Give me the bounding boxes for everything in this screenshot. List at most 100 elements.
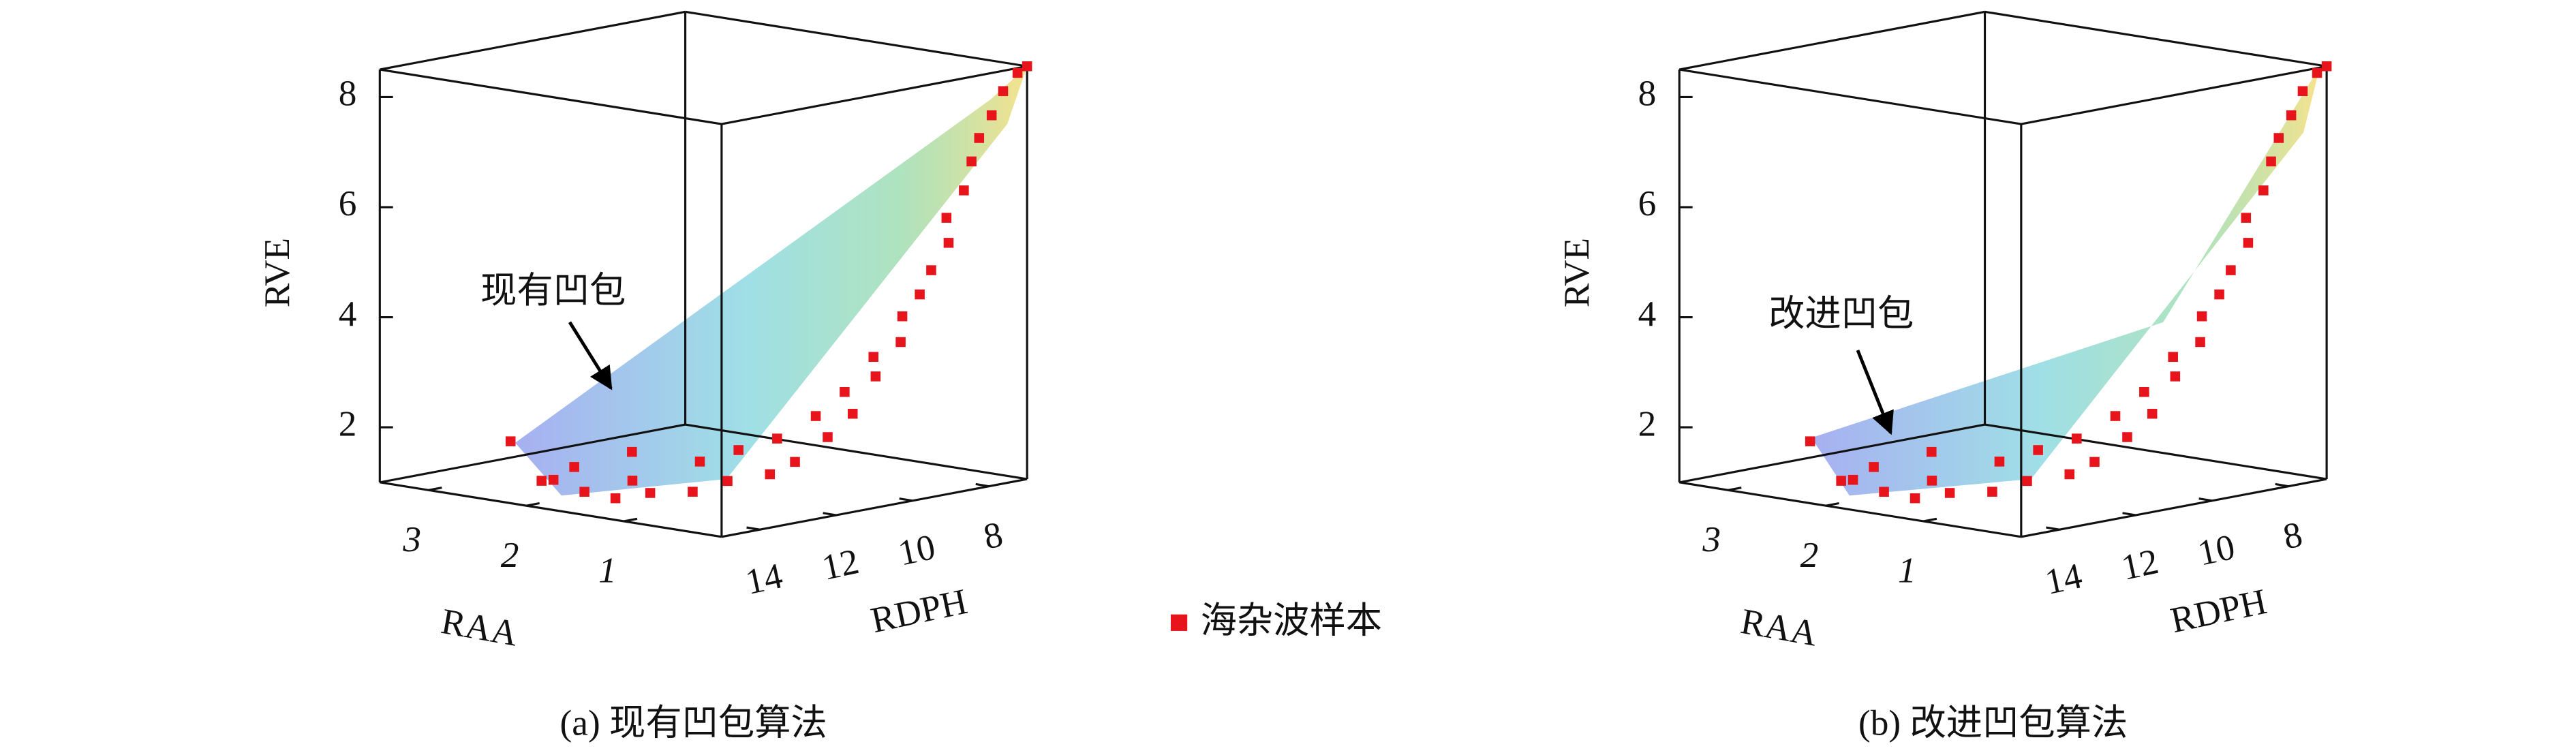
x-tick [746,526,761,531]
x-tick [2275,482,2289,488]
point [1927,476,1937,486]
point [2022,476,2032,487]
point [868,352,878,363]
point [895,337,906,348]
point [840,386,850,397]
point [1847,474,1858,485]
point [2243,238,2254,248]
x-tick-label: 14 [742,555,786,602]
box-edge [380,423,686,484]
arrow [568,321,613,390]
box-edge [685,10,1028,67]
point [2033,445,2043,455]
point [915,289,925,300]
point [1022,61,1032,72]
point [2139,386,2149,397]
x-tick-label: 10 [895,527,938,574]
x-axis-label: RDPH [868,581,970,641]
z-tick-label: 8 [339,74,357,114]
point [2147,408,2158,419]
annotation: 改进凹包 [1768,294,1914,334]
point [790,457,800,467]
point [2226,265,2236,275]
y-tick [624,517,638,523]
y-tick [1923,517,1937,523]
z-axis-label: RVE [1557,238,1597,307]
point [2266,156,2276,167]
x-tick-label: 12 [2118,541,2162,588]
y-tick-label: 3 [1702,519,1721,559]
point [1944,488,1955,498]
point [2241,213,2252,223]
point [847,408,858,419]
box-edge [380,68,722,125]
box-edge [721,478,1028,538]
point [974,133,985,143]
point [1879,487,1889,497]
box-edge [1984,10,2327,67]
point [694,457,705,467]
point [998,86,1009,96]
point [2321,61,2332,72]
point [897,311,908,322]
point [772,433,782,444]
point [1987,487,1997,497]
point [2195,337,2205,348]
box-edge [2021,65,2327,125]
point [810,411,821,421]
point [2089,457,2100,467]
point [2072,433,2082,444]
x-tick [2046,526,2060,531]
z-axis-label: RVE [257,238,297,307]
point [765,469,776,480]
point [986,110,997,121]
y-tick-label: 3 [402,519,421,559]
y-tick-label: 1 [1898,551,1916,591]
point [2196,311,2207,322]
point [943,238,954,248]
box-edge [2021,478,2327,538]
caption: (a) 现有凹包算法 [560,703,827,743]
x-tick [2198,497,2213,502]
caption: (b) 改进凹包算法 [1858,703,2128,743]
y-tick-label: 1 [598,551,617,591]
legend-label: 海杂波样本 [1201,600,1382,641]
box-edge [1679,481,2022,538]
y-axis-label: RAA [1738,601,1821,654]
point [2170,371,2181,382]
y-tick [525,502,540,507]
box-edge [721,65,1028,125]
point [2122,432,2132,442]
point [1994,457,2005,467]
point [2297,86,2308,96]
point [688,487,698,497]
y-tick [1825,502,1839,507]
y-axis-label: RAA [438,601,521,654]
annotation: 现有凹包 [480,271,626,311]
x-axis-label: RDPH [2167,581,2270,641]
point [1869,462,1879,472]
y-tick [428,487,442,491]
point [2273,133,2284,143]
z-tick-label: 8 [1638,74,1657,114]
box-edge [1984,423,2327,480]
point [733,445,743,455]
point [645,488,656,498]
point [627,446,637,457]
point [2110,411,2121,421]
x-tick [823,512,837,517]
point [2312,67,2322,78]
box-edge [1678,10,1985,71]
point [1805,436,1815,446]
x-tick-label: 8 [980,514,1006,557]
y-tick [1728,487,1742,491]
x-tick-label: 10 [2194,527,2238,574]
x-tick-label: 8 [2280,514,2305,557]
point [505,436,516,446]
x-tick [899,497,913,502]
y-tick-label: 2 [501,535,519,575]
point [1927,446,1937,457]
point [569,462,579,472]
